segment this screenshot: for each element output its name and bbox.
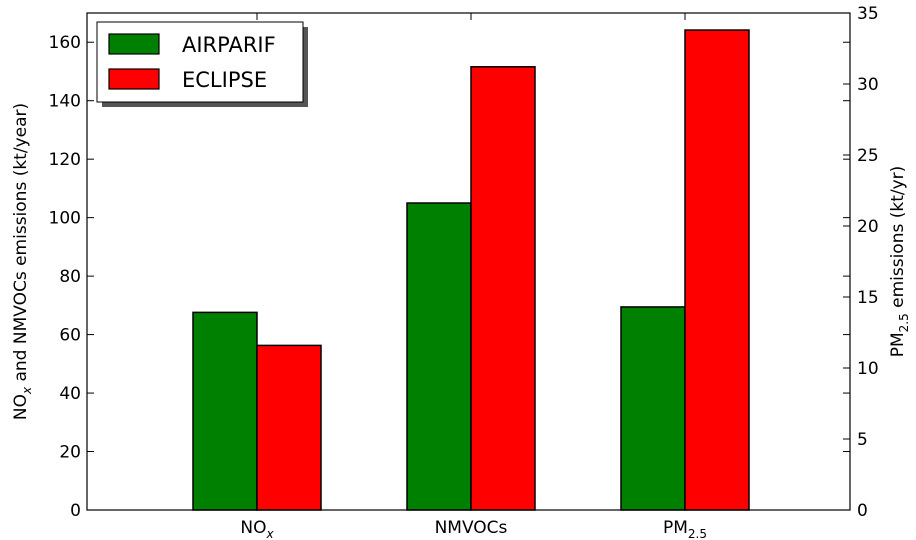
bars-group <box>192 29 750 511</box>
x-tick-label: NOx <box>240 518 274 540</box>
plot-frame <box>86 12 851 511</box>
legend-label-airparif: AIRPARIF <box>182 33 276 57</box>
right-tick-label: 15 <box>857 288 879 308</box>
legend: AIRPARIF ECLIPSE <box>96 21 308 107</box>
x-tick-label: PM2.5 <box>663 518 707 540</box>
left-tick-label: 100 <box>49 209 81 229</box>
left-tick-label: 120 <box>49 150 81 170</box>
bar-airparif-1 <box>406 202 472 511</box>
bar-eclipse-1 <box>470 66 536 511</box>
bar-airparif-2 <box>620 306 686 511</box>
left-tick-label: 140 <box>49 92 81 112</box>
right-tick-label: 35 <box>857 4 879 24</box>
left-tick-label: 60 <box>59 326 81 346</box>
y-axis-label-right: PM2.5 emissions (kt/yr) <box>888 166 911 358</box>
right-tick-label: 25 <box>857 146 879 166</box>
left-axis: 0 20 40 60 80 100 120 140 160 <box>49 33 850 521</box>
bar-eclipse-0 <box>256 344 322 511</box>
legend-label-eclipse: ECLIPSE <box>182 68 267 92</box>
legend-swatch-airparif <box>108 33 160 55</box>
right-tick-label: 20 <box>857 217 879 237</box>
legend-swatch-eclipse <box>108 68 160 90</box>
left-tick-label: 0 <box>70 501 81 521</box>
bar-eclipse-2 <box>684 29 750 511</box>
x-axis: NOx NMVOCs PM2.5 <box>240 13 707 540</box>
left-tick-label: 160 <box>49 33 81 53</box>
right-axis: 0 5 10 15 20 25 30 35 <box>843 4 879 521</box>
right-tick-label: 30 <box>857 75 879 95</box>
right-tick-label: 10 <box>857 359 879 379</box>
x-tick-label: NMVOCs <box>435 518 508 538</box>
bar-airparif-0 <box>192 311 258 511</box>
right-tick-label: 0 <box>857 501 868 521</box>
right-tick-label: 5 <box>857 430 868 450</box>
left-tick-label: 40 <box>59 384 81 404</box>
y-axis-label-left: NOx and NMVOCs emissions (kt/year) <box>11 103 34 420</box>
left-tick-label: 20 <box>59 443 81 463</box>
left-tick-label: 80 <box>59 267 81 287</box>
